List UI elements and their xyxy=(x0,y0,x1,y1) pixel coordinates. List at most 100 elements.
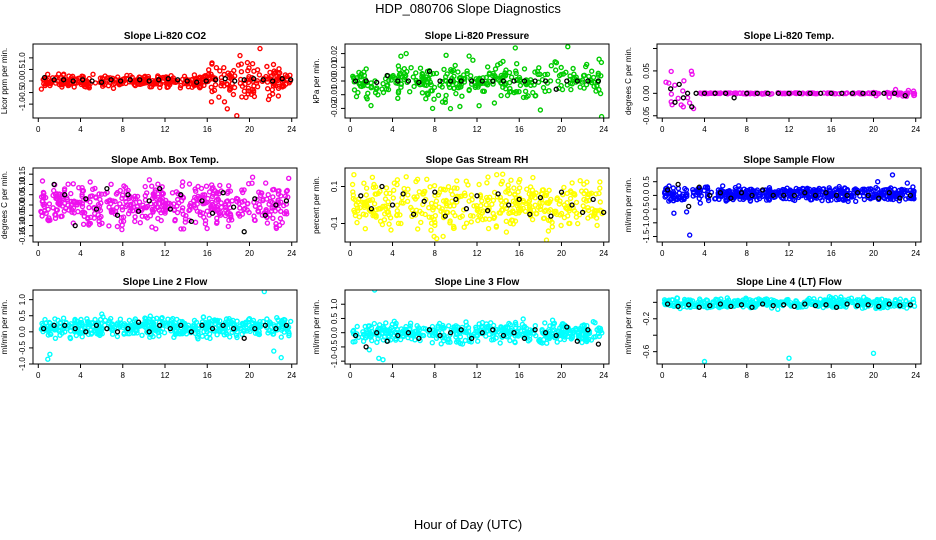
data-point xyxy=(445,183,452,190)
panel-title: Slope Line 4 (LT) Flow xyxy=(736,277,842,288)
data-point xyxy=(159,315,165,321)
data-point xyxy=(149,206,155,213)
data-point xyxy=(153,201,159,207)
data-point xyxy=(162,208,168,215)
data-point xyxy=(91,210,98,217)
data-point xyxy=(428,88,434,94)
data-point xyxy=(457,193,463,200)
hourly-point xyxy=(146,198,152,204)
data-point xyxy=(228,217,235,223)
data-point xyxy=(522,88,529,95)
x-axis-caption: Hour of Day (UTC) xyxy=(413,517,523,532)
data-point xyxy=(239,211,246,217)
y-tick-label: 0.10 xyxy=(18,176,27,192)
data-point xyxy=(170,321,177,327)
hourly-point xyxy=(844,301,850,307)
hourly-point xyxy=(574,338,580,344)
data-point xyxy=(397,212,403,218)
data-point xyxy=(457,103,463,110)
hourly-point xyxy=(188,329,195,335)
data-point xyxy=(760,193,766,200)
data-point xyxy=(102,73,108,79)
data-point xyxy=(158,191,165,197)
x-tick-label: 12 xyxy=(161,125,170,134)
data-point xyxy=(423,82,430,89)
data-point xyxy=(589,206,595,212)
data-point xyxy=(461,190,468,196)
data-point xyxy=(364,198,371,204)
hourly-point xyxy=(717,301,724,307)
hourly-point xyxy=(907,192,914,199)
hourly-point xyxy=(564,78,570,84)
data-point xyxy=(532,202,538,208)
outlier-point xyxy=(786,355,792,361)
data-point xyxy=(453,339,460,345)
data-point xyxy=(766,184,773,191)
data-point xyxy=(581,322,587,329)
data-point xyxy=(575,220,581,227)
hourly-point xyxy=(728,303,734,310)
panel-title: Slope Line 2 Flow xyxy=(123,277,208,288)
data-point xyxy=(870,194,877,201)
data-point xyxy=(440,198,447,204)
data-point xyxy=(442,99,448,106)
hourly-point xyxy=(273,202,279,208)
data-point xyxy=(386,77,392,84)
data-point xyxy=(508,74,515,80)
hourly-point xyxy=(262,212,268,218)
data-point xyxy=(234,318,240,324)
data-point xyxy=(148,183,155,189)
data-point xyxy=(264,63,270,70)
data-point xyxy=(122,184,129,191)
x-tick-label: 12 xyxy=(473,125,482,134)
data-point xyxy=(423,74,430,80)
data-point xyxy=(491,100,498,106)
data-point xyxy=(806,295,812,302)
data-point xyxy=(524,186,530,192)
data-point xyxy=(67,335,74,342)
data-point xyxy=(597,179,603,185)
data-point xyxy=(549,219,555,226)
data-point xyxy=(680,191,686,197)
x-tick-label: 0 xyxy=(36,371,41,380)
hourly-point xyxy=(405,330,412,336)
hourly-point xyxy=(469,335,475,342)
hourly-point xyxy=(490,78,496,84)
data-point xyxy=(853,198,859,205)
data-point xyxy=(475,338,481,344)
data-point xyxy=(201,82,207,89)
data-point xyxy=(908,195,914,202)
data-point xyxy=(159,321,166,328)
data-point xyxy=(250,320,256,326)
data-point xyxy=(567,220,573,227)
hourly-point xyxy=(701,90,708,96)
hourly-point xyxy=(897,195,903,201)
data-point xyxy=(786,190,792,196)
hourly-point xyxy=(689,104,695,110)
data-point xyxy=(452,212,458,219)
hourly-point xyxy=(447,78,454,84)
data-point xyxy=(545,228,552,234)
data-point xyxy=(583,198,589,204)
data-point xyxy=(253,80,260,86)
data-point xyxy=(584,179,590,185)
data-point xyxy=(56,191,63,197)
hourly-point xyxy=(791,192,797,199)
hourly-point xyxy=(542,78,549,84)
data-point xyxy=(793,185,799,192)
x-tick-label: 16 xyxy=(827,125,836,134)
hourly-point xyxy=(854,190,861,196)
data-point xyxy=(46,201,53,207)
hourly-point xyxy=(83,329,89,335)
data-point xyxy=(269,205,275,211)
x-tick-label: 20 xyxy=(245,249,254,258)
hourly-point xyxy=(374,79,380,86)
data-point xyxy=(502,72,509,79)
data-point xyxy=(272,69,279,76)
data-point xyxy=(544,71,551,78)
x-tick-label: 24 xyxy=(911,249,920,258)
x-tick-label: 0 xyxy=(660,249,665,258)
data-point xyxy=(514,89,520,95)
panel-title: Slope Li-820 Temp. xyxy=(744,31,835,42)
data-point xyxy=(214,204,220,210)
